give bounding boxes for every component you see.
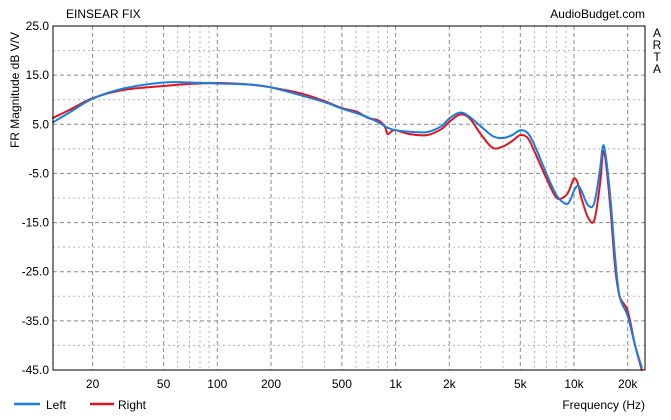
y-tick-labels: 25.0 15.0 5.0 -5.0 -15.0 -25.0 -35.0 -45.0 bbox=[22, 19, 50, 377]
x-tick-label: 5k bbox=[514, 377, 528, 391]
x-tick-label: 1k bbox=[389, 377, 403, 391]
x-tick-label: 20k bbox=[618, 377, 638, 391]
x-tick-label: 50 bbox=[157, 377, 171, 391]
y-tick-label: 15.0 bbox=[26, 68, 50, 82]
series-layer bbox=[52, 81, 643, 371]
chart-title: EINSEAR FIX bbox=[66, 7, 141, 21]
y-tick-label: 5.0 bbox=[32, 117, 49, 131]
y-tick-label: -35.0 bbox=[22, 314, 50, 328]
x-axis-label: Frequency (Hz) bbox=[562, 398, 645, 412]
x-tick-label: 200 bbox=[261, 377, 281, 391]
legend-label-left: Left bbox=[46, 398, 67, 412]
y-axis-label: FR Magnitude dB V/V bbox=[8, 32, 22, 148]
x-tick-label: 20 bbox=[86, 377, 100, 391]
watermark: AudioBudget.com bbox=[550, 7, 645, 21]
x-tick-label: 10k bbox=[564, 377, 584, 391]
y-tick-label: -5.0 bbox=[28, 166, 49, 180]
y-tick-label: -25.0 bbox=[22, 265, 50, 279]
x-tick-labels: 20 50 100 200 500 1k 2k 5k 10k 20k bbox=[86, 377, 638, 391]
legend-label-right: Right bbox=[118, 398, 147, 412]
y-tick-label: 25.0 bbox=[26, 19, 50, 33]
x-tick-label: 500 bbox=[332, 377, 352, 391]
legend: Left Right bbox=[14, 398, 147, 412]
x-tick-label: 100 bbox=[207, 377, 227, 391]
plot-frame bbox=[52, 25, 646, 371]
series-line-left bbox=[52, 81, 643, 369]
x-tick-label: 2k bbox=[443, 377, 457, 391]
y-tick-label: -45.0 bbox=[22, 363, 50, 377]
y-tick-label: -15.0 bbox=[22, 216, 50, 230]
